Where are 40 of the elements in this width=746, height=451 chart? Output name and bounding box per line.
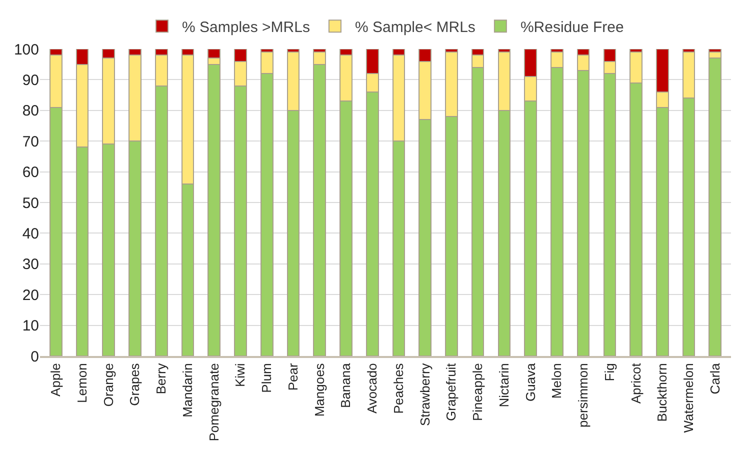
y-tick-label: 70 [22, 133, 39, 150]
x-tick-label: Banana [338, 362, 354, 408]
y-tick-label: 50 [22, 194, 39, 212]
y-tick-label: 0 [30, 348, 39, 366]
y-tick-label: 60 [22, 164, 39, 182]
y-tick-label: 100 [14, 41, 39, 58]
y-tick-label: 80 [22, 102, 39, 120]
y-tick-label: 40 [22, 225, 39, 242]
x-tick-label: Guava [522, 362, 538, 402]
x-tick-label: Carla [707, 362, 722, 394]
legend-label: % Sample< MRLs [354, 18, 476, 36]
x-tick-label: Strawberry [417, 362, 432, 426]
x-tick-label: Plum [259, 363, 274, 393]
x-tick-label: Pineapple [470, 363, 486, 422]
x-tick-label: Mandarin [180, 363, 195, 418]
x-tick-label: Grapes [127, 362, 142, 406]
x-tick-label: Apricot [628, 362, 644, 404]
x-tick-label: persimmon [576, 363, 591, 428]
x-tick-label: Nictarin [496, 363, 512, 408]
x-tick-label: Pear [285, 362, 300, 391]
x-tick-label: Buckthorn [654, 363, 670, 422]
y-tick-label: 30 [22, 256, 39, 274]
y-tick-label: 90 [22, 72, 39, 89]
x-tick-label: Avocado [364, 363, 380, 414]
x-tick-label: Watermelon [681, 363, 696, 433]
x-tick-label: Orange [100, 363, 116, 407]
x-tick-label: Fig [602, 363, 617, 382]
x-tick-label: Lemon [74, 363, 90, 403]
y-tick-label: 10 [22, 318, 39, 335]
legend-label: %Residue Free [520, 18, 624, 36]
legend-label: % Samples >MRLs [182, 18, 310, 36]
x-tick-label: Apple [48, 363, 64, 396]
x-tick-label: Peaches [390, 362, 406, 414]
x-tick-label: Grapefruit [444, 362, 459, 422]
x-tick-label: Kiwi [232, 363, 248, 388]
x-tick-label: Mangoes [312, 362, 327, 417]
x-tick-label: Pomegranate [206, 363, 222, 442]
y-tick-label: 20 [22, 286, 39, 304]
x-tick-label: Berry [154, 362, 169, 394]
x-tick-label: Melon [549, 363, 564, 399]
